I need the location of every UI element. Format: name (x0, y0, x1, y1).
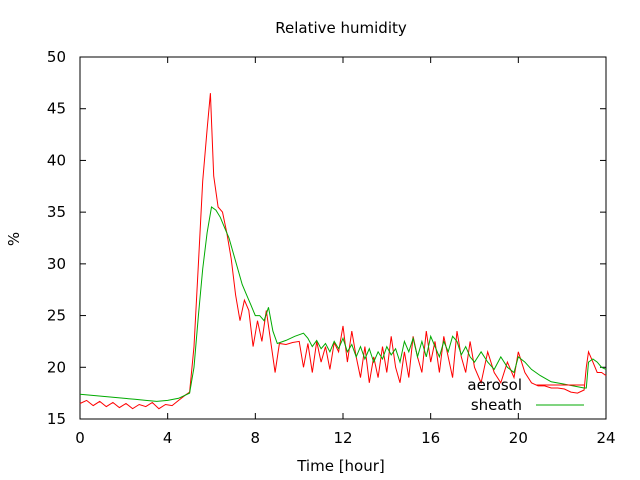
legend-label-aerosol: aerosol (467, 376, 522, 394)
legend: aerosol sheath (467, 376, 584, 414)
y-tick-label: 30 (47, 255, 66, 273)
series-line-aerosol (79, 93, 607, 410)
y-tick-label: 50 (47, 48, 66, 66)
axis-ticks: 0 4 8 12 16 20 24 15 20 25 30 35 40 45 50 (47, 48, 616, 447)
series-layer (79, 93, 607, 410)
x-tick-label: 24 (596, 429, 615, 447)
series-line-sheath (79, 206, 607, 402)
x-tick-label: 20 (509, 429, 528, 447)
chart-title: Relative humidity (275, 19, 407, 37)
x-tick-label: 12 (333, 429, 352, 447)
x-tick-label: 0 (75, 429, 85, 447)
x-tick-label: 16 (421, 429, 440, 447)
y-tick-label: 25 (47, 307, 66, 325)
y-tick-label: 35 (47, 203, 66, 221)
y-tick-label: 40 (47, 151, 66, 169)
y-tick-label: 20 (47, 358, 66, 376)
y-axis-label: % (5, 232, 23, 246)
x-axis-label: Time [hour] (296, 457, 385, 475)
y-tick-label: 15 (47, 410, 66, 428)
x-tick-label: 4 (163, 429, 173, 447)
x-tick-label: 8 (251, 429, 261, 447)
legend-label-sheath: sheath (471, 396, 522, 414)
y-tick-label: 45 (47, 100, 66, 118)
